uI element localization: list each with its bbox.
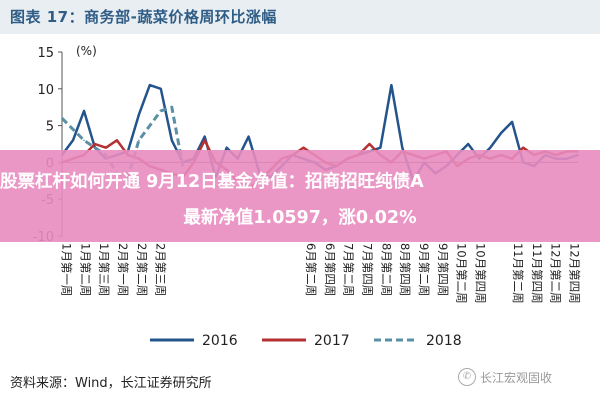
data-point-2016 <box>149 84 151 86</box>
x-tick-label: 8月第四周 <box>398 243 412 296</box>
overlay-headline-line2: 最新净值1.0597，涨0.02% <box>183 208 417 228</box>
data-point-2016 <box>489 146 491 149</box>
x-tick-label: 1月第三周 <box>97 243 111 296</box>
legend-label-2016: 2016 <box>202 333 238 349</box>
source-note: 资料来源：Wind，长江证券研究所 <box>10 376 212 391</box>
article-title-overlay: 股票杠杆如何开通 9月12日基金净值：招商招旺纯债A 最新净值1.0597，涨0… <box>0 150 600 242</box>
x-tick-label: 7月第二周 <box>342 243 356 296</box>
data-point-2018 <box>83 139 85 142</box>
x-tick-label: 1月第二周 <box>78 243 92 296</box>
y-tick-label: 5 <box>46 120 54 135</box>
x-tick-label: 9月第四周 <box>436 243 450 296</box>
x-tick-label: 11月第四周 <box>530 243 544 304</box>
x-tick-label: 8月第二周 <box>379 243 393 296</box>
watermark: ✆ 长江宏观固收 <box>458 368 552 386</box>
data-point-2016 <box>511 121 513 123</box>
data-point-2016 <box>467 143 470 145</box>
data-point-2017 <box>116 139 118 142</box>
x-tick-label: 10月第四周 <box>473 243 487 304</box>
data-point-2016 <box>83 110 85 112</box>
data-point-2018 <box>170 106 173 108</box>
data-point-2016 <box>170 139 173 142</box>
x-tick-label: 7月第四周 <box>361 243 375 296</box>
data-point-2018 <box>160 110 162 112</box>
data-point-2017 <box>105 146 107 149</box>
x-tick-label: 6月第四周 <box>323 243 337 296</box>
data-point-2016 <box>379 146 382 149</box>
overlay-headline-line1: 股票杠杆如何开通 9月12日基金净值：招商招旺纯债A <box>0 172 424 192</box>
x-tick-label: 6月第二周 <box>304 243 318 296</box>
x-tick-label: 12月第四周 <box>568 243 582 304</box>
wechat-icon: ✆ <box>458 368 476 386</box>
data-point-2016 <box>390 84 393 86</box>
x-tick-label: 2月第一周 <box>116 243 130 296</box>
series-line-2018 <box>60 105 185 179</box>
data-point-2016 <box>500 132 502 134</box>
x-tick-label: 2月第三周 <box>154 243 168 296</box>
data-point-2016 <box>72 139 74 142</box>
data-point-2016 <box>203 135 206 138</box>
data-point-2017 <box>203 139 206 142</box>
data-point-2017 <box>368 143 371 145</box>
data-point-2016 <box>225 146 228 149</box>
y-tick-label: 10 <box>37 83 54 98</box>
watermark-text: 长江宏观固收 <box>480 370 553 385</box>
legend-label-2018: 2018 <box>426 333 462 349</box>
x-tick-label: 11月第二周 <box>511 243 525 304</box>
data-point-2016 <box>401 146 404 149</box>
data-point-2018 <box>72 128 74 131</box>
data-point-2016 <box>247 135 250 138</box>
x-tick-label: 10月第二周 <box>455 243 469 304</box>
figure-title: 图表 17：商务部-蔬菜价格周环比涨幅 <box>10 8 277 26</box>
data-point-2018 <box>94 146 96 149</box>
data-point-2017 <box>302 146 305 149</box>
data-point-2016 <box>160 88 162 90</box>
data-point-2018 <box>149 124 151 127</box>
x-tick-label: 12月第二周 <box>549 243 563 304</box>
x-tick-label: 2月第二周 <box>135 243 149 296</box>
y-tick-label: 15 <box>37 46 54 61</box>
data-point-2017 <box>522 146 524 149</box>
data-point-2018 <box>138 139 140 142</box>
y-axis-unit-label: (%) <box>76 44 97 58</box>
data-point-2018 <box>61 117 63 120</box>
data-point-2016 <box>138 113 140 116</box>
x-tick-label: 9月第二周 <box>417 243 431 296</box>
x-tick-label: 1月第一周 <box>60 243 74 296</box>
title-bar <box>0 0 600 34</box>
legend-label-2017: 2017 <box>314 333 350 349</box>
data-point-2017 <box>94 143 96 145</box>
